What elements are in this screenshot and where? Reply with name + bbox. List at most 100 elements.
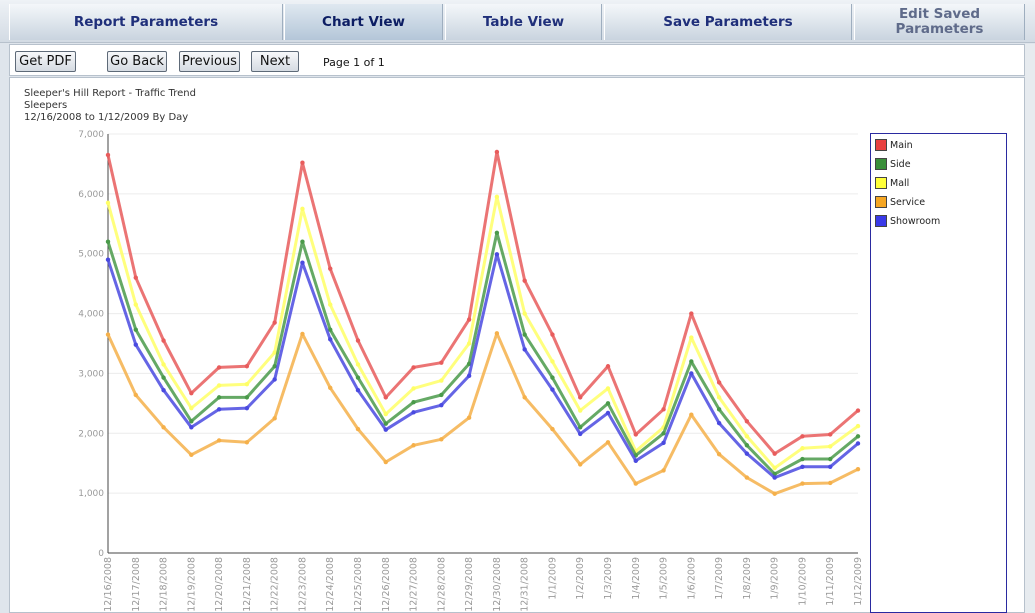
scrollbar[interactable]: [1025, 44, 1035, 613]
plot-area: [108, 134, 858, 553]
x-tick-label: 1/11/2009: [825, 557, 836, 606]
previous-button[interactable]: Previous: [179, 51, 240, 72]
x-tick-label: 12/26/2008: [381, 557, 392, 612]
x-tick-label: 12/28/2008: [436, 557, 447, 612]
data-point-mall: [439, 378, 444, 383]
tab-save-parameters[interactable]: Save Parameters: [604, 4, 852, 40]
data-point-mall: [189, 405, 194, 411]
data-point-showroom: [494, 252, 500, 257]
data-point-mall: [272, 350, 277, 355]
data-point-side: [689, 359, 694, 364]
report-subtitle: Sleepers: [24, 100, 68, 111]
data-point-showroom: [522, 347, 527, 352]
tab-chart-view[interactable]: Chart View: [284, 4, 443, 40]
data-point-service: [189, 452, 194, 458]
report-title: Sleeper's Hill Report - Traffic Trend: [24, 88, 196, 99]
data-point-service: [355, 426, 361, 432]
data-point-service: [828, 480, 833, 486]
x-tick-label: 12/18/2008: [159, 557, 170, 612]
data-point-side: [189, 419, 194, 424]
toolbar: Get PDF Go Back Previous Next Page 1 of …: [9, 44, 1025, 76]
data-point-mall: [355, 362, 361, 367]
data-point-main: [466, 317, 472, 322]
data-point-showroom: [633, 458, 638, 464]
legend-swatch-service: [875, 196, 887, 208]
data-point-mall: [522, 311, 527, 316]
data-point-side: [383, 421, 388, 426]
data-point-main: [716, 380, 722, 385]
data-point-showroom: [828, 464, 833, 470]
legend-item-main: Main: [875, 138, 913, 152]
legend-item-side: Side: [875, 157, 911, 171]
data-point-showroom: [161, 387, 166, 393]
legend-item-showroom: Showroom: [875, 214, 940, 228]
data-point-service: [328, 385, 333, 390]
data-point-mall: [550, 359, 555, 364]
series-line-side: [106, 231, 859, 476]
get-pdf-button[interactable]: Get PDF: [15, 51, 76, 72]
x-tick-label: 12/27/2008: [409, 557, 420, 612]
data-point-service: [744, 475, 750, 480]
next-button[interactable]: Next: [251, 51, 299, 72]
data-point-side: [328, 327, 333, 332]
tab-report-parameters[interactable]: Report Parameters: [9, 4, 283, 40]
x-tick-label: 1/2/2009: [575, 557, 586, 600]
legend-item-service: Service: [875, 195, 925, 209]
data-point-side: [161, 375, 166, 380]
data-point-mall: [105, 200, 111, 206]
data-point-side: [216, 395, 222, 400]
x-tick-label: 1/12/2009: [853, 557, 864, 606]
data-point-main: [494, 149, 500, 155]
y-tick-label: 6,000: [78, 190, 104, 200]
data-point-side: [716, 407, 722, 412]
data-point-side: [133, 327, 138, 332]
data-point-showroom: [105, 257, 111, 262]
x-tick-label: 1/3/2009: [603, 557, 614, 600]
data-point-service: [216, 438, 222, 443]
data-point-showroom: [216, 407, 222, 412]
data-point-showroom: [244, 405, 250, 411]
data-point-service: [244, 440, 250, 445]
data-point-main: [828, 432, 833, 437]
data-point-service: [300, 331, 305, 337]
page-info: Page 1 of 1: [323, 56, 385, 69]
tab-edit-saved-parameters[interactable]: Edit Saved Parameters: [854, 4, 1025, 40]
data-point-showroom: [716, 420, 722, 426]
data-point-main: [355, 338, 361, 343]
data-point-main: [300, 160, 305, 165]
x-tick-label: 1/1/2009: [547, 557, 558, 600]
data-point-main: [133, 275, 138, 280]
x-tick-label: 12/29/2008: [464, 557, 475, 612]
x-tick-label: 1/8/2009: [742, 557, 753, 600]
legend-swatch-mall: [875, 177, 887, 189]
data-point-service: [133, 392, 138, 398]
x-tick-label: 12/20/2008: [214, 557, 225, 612]
go-back-button[interactable]: Go Back: [107, 51, 167, 72]
data-point-side: [300, 239, 305, 244]
data-point-showroom: [800, 464, 805, 470]
x-tick-label: 12/21/2008: [242, 557, 253, 612]
data-point-main: [328, 266, 333, 271]
data-point-side: [661, 431, 666, 436]
data-point-side: [828, 456, 833, 462]
data-point-mall: [578, 408, 583, 413]
y-tick-label: 1,000: [78, 489, 104, 499]
data-point-mall: [161, 362, 166, 367]
y-tick-label: 7,000: [78, 130, 104, 140]
data-point-mall: [800, 446, 805, 451]
data-point-side: [439, 392, 444, 398]
legend-label: Showroom: [890, 215, 941, 227]
data-point-side: [578, 425, 583, 430]
data-point-mall: [605, 386, 611, 391]
y-tick-label: 2,000: [78, 429, 104, 439]
data-point-main: [855, 408, 861, 413]
legend-swatch-side: [875, 158, 887, 170]
x-tick-label: 12/30/2008: [492, 557, 503, 612]
tab-table-view[interactable]: Table View: [445, 4, 602, 40]
data-point-mall: [133, 302, 138, 307]
x-tick-label: 1/4/2009: [631, 557, 642, 600]
x-tick-label: 1/10/2009: [797, 557, 808, 606]
x-tick-label: 12/19/2008: [186, 557, 197, 612]
data-point-main: [661, 407, 666, 412]
data-point-showroom: [383, 427, 388, 432]
